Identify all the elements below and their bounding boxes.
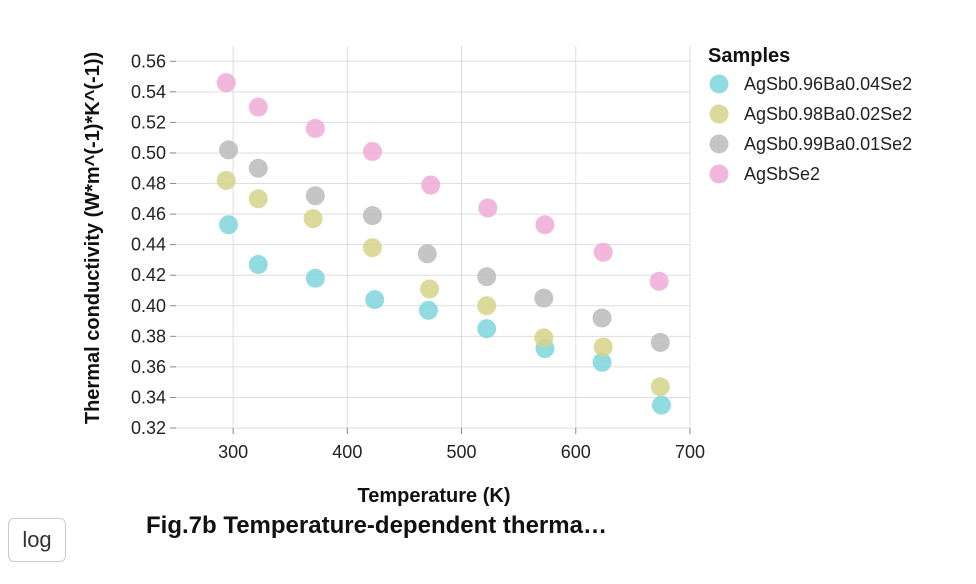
legend-swatch [709, 104, 729, 124]
data-point[interactable] [534, 288, 554, 308]
data-point[interactable] [534, 328, 554, 348]
data-point[interactable] [592, 352, 612, 372]
data-point[interactable] [248, 97, 268, 117]
x-tick-label: 700 [675, 442, 705, 462]
data-point[interactable] [248, 158, 268, 178]
y-tick-label: 0.34 [131, 387, 166, 407]
series-AgSbSe2 [216, 73, 669, 291]
data-point[interactable] [650, 377, 670, 397]
legend-label: AgSbSe2 [744, 164, 820, 184]
data-point[interactable] [362, 141, 382, 161]
data-point[interactable] [365, 290, 385, 310]
data-point[interactable] [219, 140, 239, 160]
data-point[interactable] [305, 119, 325, 139]
data-point[interactable] [593, 337, 613, 357]
legend-label: AgSb0.99Ba0.01Se2 [744, 134, 912, 154]
y-tick-label: 0.32 [131, 418, 166, 438]
data-point[interactable] [650, 332, 670, 352]
data-point[interactable] [649, 271, 669, 291]
data-point[interactable] [477, 267, 497, 287]
log-scale-toggle-button[interactable]: log [8, 518, 66, 562]
y-tick-label: 0.42 [131, 265, 166, 285]
data-point[interactable] [420, 279, 440, 299]
x-tick-label: 400 [332, 442, 362, 462]
chart-caption: Fig.7b Temperature-dependent therma… [146, 512, 607, 539]
data-point[interactable] [362, 238, 382, 258]
legend-label: AgSb0.98Ba0.02Se2 [744, 104, 912, 124]
data-point[interactable] [593, 242, 613, 262]
data-point[interactable] [651, 395, 671, 415]
data-point[interactable] [477, 319, 497, 339]
y-tick-label: 0.46 [131, 204, 166, 224]
series-AgSb0.98Ba0.02Se2 [216, 170, 670, 397]
data-point[interactable] [362, 206, 382, 226]
series-AgSb0.99Ba0.01Se2 [219, 140, 670, 352]
y-tick-label: 0.48 [131, 174, 166, 194]
y-tick-label: 0.36 [131, 357, 166, 377]
x-tick-label: 600 [561, 442, 591, 462]
legend: Samples AgSb0.96Ba0.04Se2 AgSb0.98Ba0.02S… [708, 45, 912, 184]
data-point[interactable] [418, 300, 438, 320]
legend-swatch [709, 74, 729, 94]
data-point[interactable] [219, 215, 239, 235]
data-point[interactable] [216, 170, 236, 190]
legend-label: AgSb0.96Ba0.04Se2 [744, 74, 912, 94]
data-points [216, 73, 671, 415]
y-tick-label: 0.52 [131, 112, 166, 132]
y-tick-label: 0.56 [131, 51, 166, 71]
y-tick-label: 0.38 [131, 326, 166, 346]
legend-title: Samples [708, 45, 790, 67]
data-point[interactable] [421, 175, 441, 195]
x-tick-label: 500 [447, 442, 477, 462]
data-point[interactable] [305, 186, 325, 206]
x-axis: 300 400 500 600 700 [218, 428, 705, 462]
data-point[interactable] [592, 308, 612, 328]
x-axis-title: Temperature (K) [358, 485, 511, 507]
x-tick-label: 300 [218, 442, 248, 462]
y-tick-label: 0.54 [131, 82, 166, 102]
y-tick-label: 0.40 [131, 296, 166, 316]
data-point[interactable] [417, 244, 437, 264]
data-point[interactable] [248, 255, 268, 275]
data-point[interactable] [248, 189, 268, 209]
y-tick-label: 0.44 [131, 235, 166, 255]
data-point[interactable] [535, 215, 555, 235]
data-point[interactable] [216, 73, 236, 93]
data-point[interactable] [303, 209, 323, 229]
y-tick-label: 0.50 [131, 143, 166, 163]
data-point[interactable] [305, 268, 325, 288]
data-point[interactable] [478, 198, 498, 218]
scatter-chart: 0.32 0.34 0.36 0.38 0.40 0.42 0.44 0.46 0.48 0.50… [82, 45, 912, 507]
data-point[interactable] [477, 296, 497, 316]
legend-swatch [709, 134, 729, 154]
legend-swatch [709, 164, 729, 184]
y-axis-title: Thermal conductivity (W*m^(-1)*K^(-1)) [82, 52, 104, 424]
y-axis: 0.32 0.34 0.36 0.38 0.40 0.42 0.44 0.46 0.48 0.50… [131, 51, 176, 438]
